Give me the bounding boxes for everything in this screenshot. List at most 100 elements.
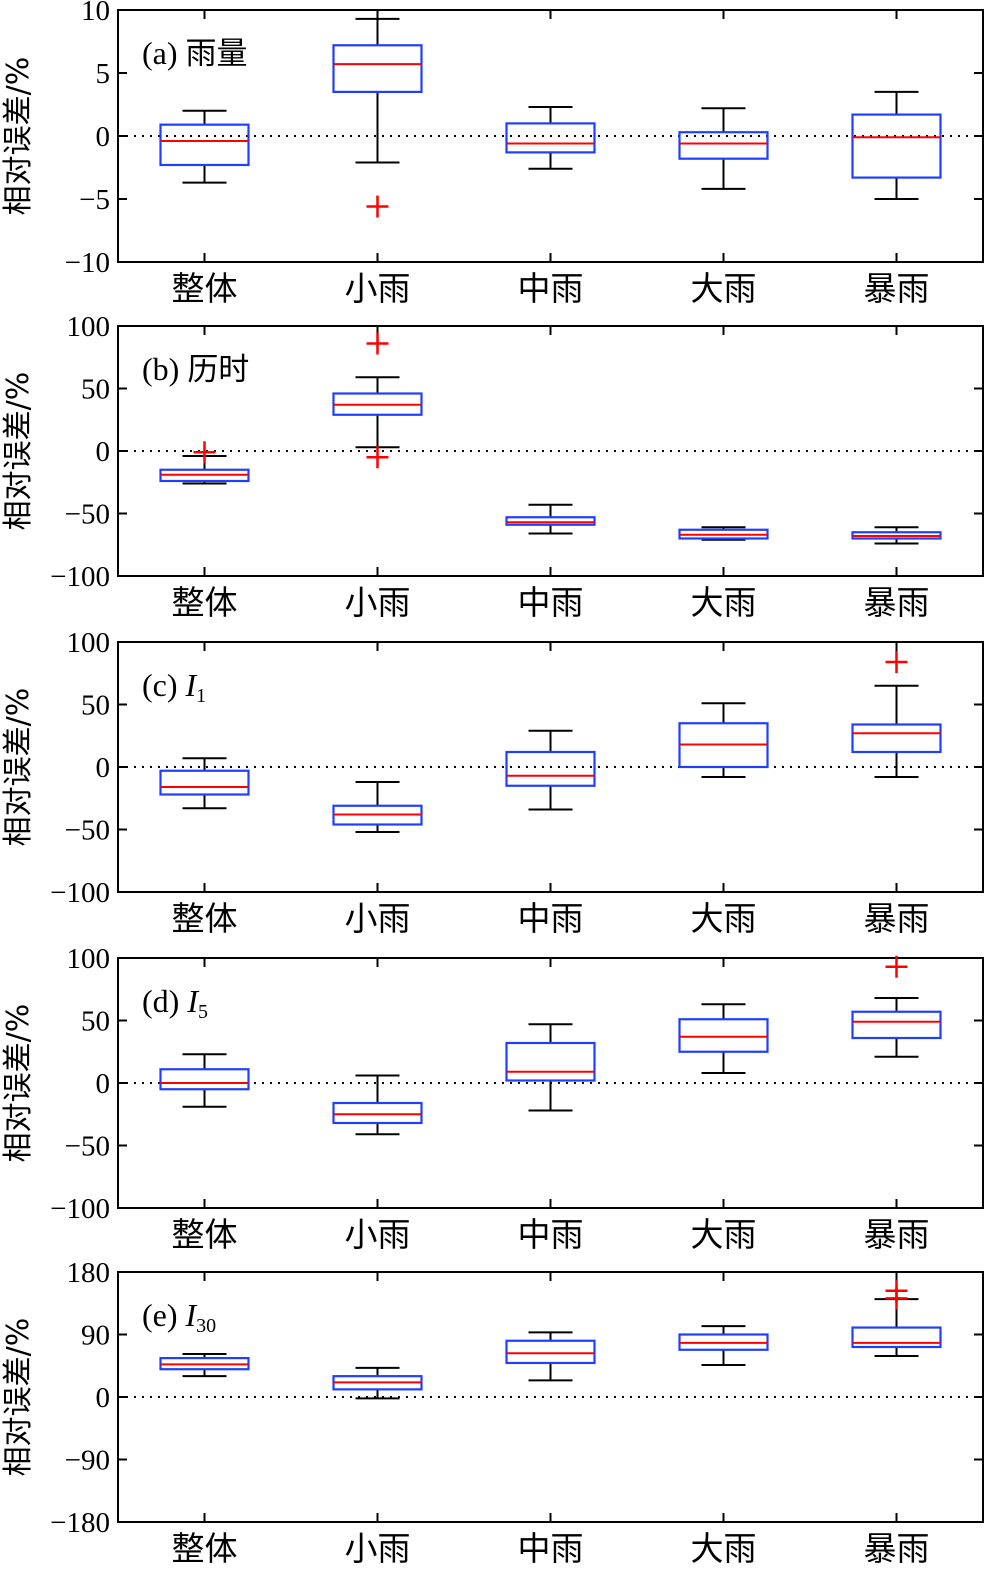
y-tick-label: 0 xyxy=(96,1068,111,1100)
category-label: 中雨 xyxy=(518,1215,584,1254)
category-label: 中雨 xyxy=(518,899,584,938)
outlier-marker xyxy=(194,441,216,463)
panel-e: 180 90 0 −90 −180 相对误差/% (e) I30 整体 小雨 中雨 大雨 暴雨 xyxy=(1,1257,983,1568)
category-label: 暴雨 xyxy=(864,1529,930,1568)
y-tick-label: 10 xyxy=(81,0,110,27)
category-label: 整体 xyxy=(172,1215,238,1254)
box-小雨 xyxy=(334,19,422,218)
category-label: 暴雨 xyxy=(864,899,930,938)
y-tick-label: 100 xyxy=(67,311,111,343)
y-tick-label: 90 xyxy=(81,1320,110,1352)
category-label: 小雨 xyxy=(345,269,411,308)
iqr-box xyxy=(161,1069,249,1089)
panel-title: (b) 历时 xyxy=(142,351,249,388)
y-axis-label: 相对误差/% xyxy=(1,688,36,847)
y-tick-label: 50 xyxy=(81,374,110,406)
panel-title: (d) I5 xyxy=(142,983,208,1023)
panel-d: 100 50 0 −50 −100 相对误差/% (d) I5 整体 小雨 中雨 大雨 暴雨 xyxy=(1,943,983,1254)
y-tick-label: 0 xyxy=(96,121,111,153)
category-label: 整体 xyxy=(172,899,238,938)
category-label: 小雨 xyxy=(345,583,411,622)
iqr-box xyxy=(853,115,941,178)
category-label: 暴雨 xyxy=(864,1215,930,1254)
category-label: 大雨 xyxy=(691,1215,757,1254)
y-tick-label: 50 xyxy=(81,690,110,722)
y-axis-label: 相对误差/% xyxy=(1,57,36,216)
category-label: 暴雨 xyxy=(864,583,930,622)
category-label: 整体 xyxy=(172,269,238,308)
y-tick-label: −50 xyxy=(65,815,110,847)
box-大雨 xyxy=(680,527,768,540)
box-整体 xyxy=(161,758,249,808)
box-大雨 xyxy=(680,108,768,189)
y-tick-label: 50 xyxy=(81,1006,110,1038)
box-中雨 xyxy=(507,107,595,169)
y-tick-label: 180 xyxy=(67,1257,111,1289)
category-label: 小雨 xyxy=(345,1215,411,1254)
box-整体 xyxy=(161,1054,249,1107)
category-label: 中雨 xyxy=(518,583,584,622)
box-大雨 xyxy=(680,1004,768,1073)
outlier-marker xyxy=(886,956,908,978)
y-tick-label: −50 xyxy=(65,1131,110,1163)
y-tick-label: 100 xyxy=(67,943,111,975)
outlier-marker xyxy=(886,651,908,673)
outlier-marker xyxy=(367,333,389,355)
box-中雨 xyxy=(507,1332,595,1380)
box-小雨 xyxy=(334,1368,422,1399)
box-大雨 xyxy=(680,1326,768,1365)
box-中雨 xyxy=(507,1024,595,1110)
iqr-box xyxy=(853,1012,941,1038)
iqr-box xyxy=(507,752,595,786)
y-tick-label: 100 xyxy=(67,627,111,659)
box-暴雨 xyxy=(853,1280,941,1356)
iqr-box xyxy=(680,1019,768,1052)
iqr-box xyxy=(853,725,941,753)
panel-title: (e) I30 xyxy=(142,1297,216,1337)
iqr-box xyxy=(507,517,595,525)
outlier-marker xyxy=(367,196,389,218)
box-小雨 xyxy=(334,333,422,469)
y-tick-label: 0 xyxy=(96,436,111,468)
iqr-box xyxy=(334,1103,422,1123)
panel-title: (c) I1 xyxy=(142,667,206,707)
category-label: 中雨 xyxy=(518,269,584,308)
box-整体 xyxy=(161,111,249,183)
iqr-box xyxy=(507,1043,595,1081)
box-暴雨 xyxy=(853,651,941,777)
category-label: 整体 xyxy=(172,1529,238,1568)
iqr-box xyxy=(853,1328,941,1347)
category-label: 中雨 xyxy=(518,1529,584,1568)
category-label: 整体 xyxy=(172,583,238,622)
y-tick-label: −90 xyxy=(65,1445,110,1477)
iqr-box xyxy=(334,45,422,92)
y-tick-label: −180 xyxy=(50,1507,110,1539)
y-tick-label: 0 xyxy=(96,752,111,784)
y-tick-label: −100 xyxy=(50,1193,110,1225)
box-暴雨 xyxy=(853,527,941,543)
iqr-box xyxy=(161,771,249,795)
iqr-box xyxy=(507,1341,595,1363)
y-tick-label: −5 xyxy=(79,184,110,216)
category-label: 大雨 xyxy=(691,583,757,622)
category-label: 小雨 xyxy=(345,1529,411,1568)
box-暴雨 xyxy=(853,92,941,199)
y-tick-label: −100 xyxy=(50,561,110,593)
box-暴雨 xyxy=(853,956,941,1057)
category-label: 大雨 xyxy=(691,899,757,938)
panel-title: (a) 雨量 xyxy=(142,35,248,72)
y-tick-label: −10 xyxy=(65,247,110,279)
box-大雨 xyxy=(680,703,768,777)
category-label: 大雨 xyxy=(691,269,757,308)
category-label: 小雨 xyxy=(345,899,411,938)
box-中雨 xyxy=(507,505,595,534)
category-label: 大雨 xyxy=(691,1529,757,1568)
category-label: 暴雨 xyxy=(864,269,930,308)
iqr-box xyxy=(680,132,768,158)
box-整体 xyxy=(161,441,249,483)
y-tick-label: 0 xyxy=(96,1382,111,1414)
iqr-box xyxy=(161,125,249,165)
y-tick-label: 5 xyxy=(96,58,111,90)
